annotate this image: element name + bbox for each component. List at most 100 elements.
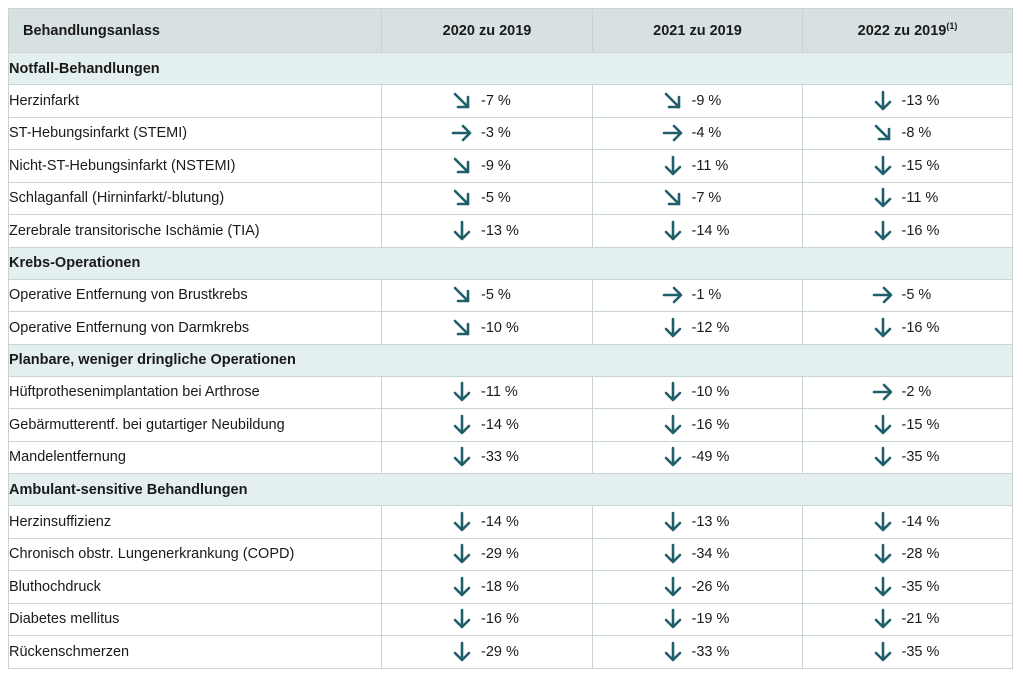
table-row: Diabetes mellitus -16 % -19 % -21 % <box>8 602 1013 636</box>
right-icon <box>872 381 894 403</box>
comparison-table: Behandlungsanlass 2020 zu 2019 2021 zu 2… <box>8 8 1013 669</box>
value-cell: -33 % <box>592 635 803 669</box>
value-cell: -33 % <box>381 440 593 474</box>
down-icon <box>872 155 894 177</box>
change-value: -29 % <box>481 643 519 660</box>
table-body: Notfall-Behandlungen Herzinfarkt -7 % -9 % -… <box>8 52 1013 669</box>
table-row: Schlaganfall (Hirninfarkt/-blutung) -5 % -… <box>8 181 1013 215</box>
down-right-icon <box>451 284 473 306</box>
change-value: -21 % <box>901 611 940 628</box>
table-header: Behandlungsanlass 2020 zu 2019 2021 zu 2… <box>8 8 1013 53</box>
down-icon <box>662 446 684 468</box>
change-value: -11 % <box>691 157 729 174</box>
down-right-icon <box>451 90 473 112</box>
down-right-icon <box>872 122 894 144</box>
value-cell: -18 % <box>381 570 593 604</box>
change-value: -16 % <box>901 319 940 336</box>
value-cell: -11 % <box>381 375 593 409</box>
change-value: -33 % <box>481 449 519 466</box>
down-icon <box>872 187 894 209</box>
row-label: Herzinsuffizienz <box>8 505 382 539</box>
down-icon <box>451 414 473 436</box>
value-cell: -16 % <box>802 214 1013 248</box>
row-label: Nicht-ST-Hebungsinfarkt (NSTEMI) <box>8 149 382 183</box>
right-icon <box>451 122 473 144</box>
down-icon <box>872 608 894 630</box>
section-row: Ambulant-sensitive Behandlungen <box>8 473 1013 506</box>
down-icon <box>451 543 473 565</box>
down-icon <box>872 317 894 339</box>
down-icon <box>451 381 473 403</box>
down-icon <box>451 576 473 598</box>
change-value: -5 % <box>901 287 932 304</box>
section-row: Notfall-Behandlungen <box>8 52 1013 85</box>
value-cell: -49 % <box>592 440 803 474</box>
value-cell: -5 % <box>381 181 593 215</box>
down-icon <box>662 576 684 598</box>
down-icon <box>451 446 473 468</box>
table-row: Gebärmutterentf. bei gutartiger Neubildu… <box>8 408 1013 442</box>
change-value: -12 % <box>691 319 730 336</box>
change-value: -11 % <box>901 190 939 207</box>
value-cell: -16 % <box>381 602 593 636</box>
value-cell: -15 % <box>802 408 1013 442</box>
value-cell: -29 % <box>381 537 593 571</box>
value-cell: -14 % <box>802 505 1013 539</box>
value-cell: -3 % <box>381 116 593 150</box>
value-cell: -35 % <box>802 440 1013 474</box>
value-cell: -26 % <box>592 570 803 604</box>
change-value: -7 % <box>691 190 722 207</box>
down-icon <box>872 414 894 436</box>
row-label: Herzinfarkt <box>8 84 382 118</box>
header-2021: 2021 zu 2019 <box>592 8 803 53</box>
header-2022-footnote: (1) <box>946 20 958 31</box>
change-value: -11 % <box>481 384 518 401</box>
value-cell: -5 % <box>802 278 1013 312</box>
header-2022: 2022 zu 2019(1) <box>802 8 1013 53</box>
down-icon <box>662 381 684 403</box>
right-icon <box>662 284 684 306</box>
row-label: Operative Entfernung von Darmkrebs <box>8 311 382 345</box>
value-cell: -9 % <box>592 84 803 118</box>
value-cell: -14 % <box>592 214 803 248</box>
change-value: -14 % <box>901 513 940 530</box>
row-label: Bluthochdruck <box>8 570 382 604</box>
value-cell: -11 % <box>592 149 803 183</box>
row-label: Mandelentfernung <box>8 440 382 474</box>
table-row: Herzinfarkt -7 % -9 % -13 % <box>8 84 1013 118</box>
table-row: Operative Entfernung von Brustkrebs -5 % -… <box>8 278 1013 312</box>
change-value: -15 % <box>901 416 940 433</box>
change-value: -33 % <box>691 643 730 660</box>
change-value: -35 % <box>901 578 940 595</box>
change-value: -35 % <box>901 449 940 466</box>
change-value: -3 % <box>481 125 511 142</box>
down-icon <box>872 90 894 112</box>
value-cell: -21 % <box>802 602 1013 636</box>
down-icon <box>662 511 684 533</box>
down-icon <box>872 446 894 468</box>
value-cell: -14 % <box>381 408 593 442</box>
table-row: Zerebrale transitorische Ischämie (TIA) -… <box>8 214 1013 248</box>
value-cell: -8 % <box>802 116 1013 150</box>
value-cell: -11 % <box>802 181 1013 215</box>
down-icon <box>451 511 473 533</box>
down-icon <box>451 641 473 663</box>
down-icon <box>662 220 684 242</box>
change-value: -4 % <box>691 125 722 142</box>
row-label: Zerebrale transitorische Ischämie (TIA) <box>8 214 382 248</box>
change-value: -16 % <box>901 222 940 239</box>
table-row: Herzinsuffizienz -14 % -13 % -14 % <box>8 505 1013 539</box>
change-value: -15 % <box>901 157 940 174</box>
value-cell: -35 % <box>802 570 1013 604</box>
change-value: -28 % <box>901 546 940 563</box>
down-icon <box>872 576 894 598</box>
section-title: Planbare, weniger dringliche Operationen <box>8 343 1013 377</box>
table-row: Bluthochdruck -18 % -26 % -35 % <box>8 570 1013 604</box>
value-cell: -35 % <box>802 635 1013 669</box>
row-label: Chronisch obstr. Lungenerkrankung (COPD) <box>8 537 382 571</box>
change-value: -9 % <box>481 157 511 174</box>
value-cell: -5 % <box>381 278 593 312</box>
row-label: ST-Hebungsinfarkt (STEMI) <box>8 116 382 150</box>
right-icon <box>662 122 684 144</box>
value-cell: -13 % <box>381 214 593 248</box>
